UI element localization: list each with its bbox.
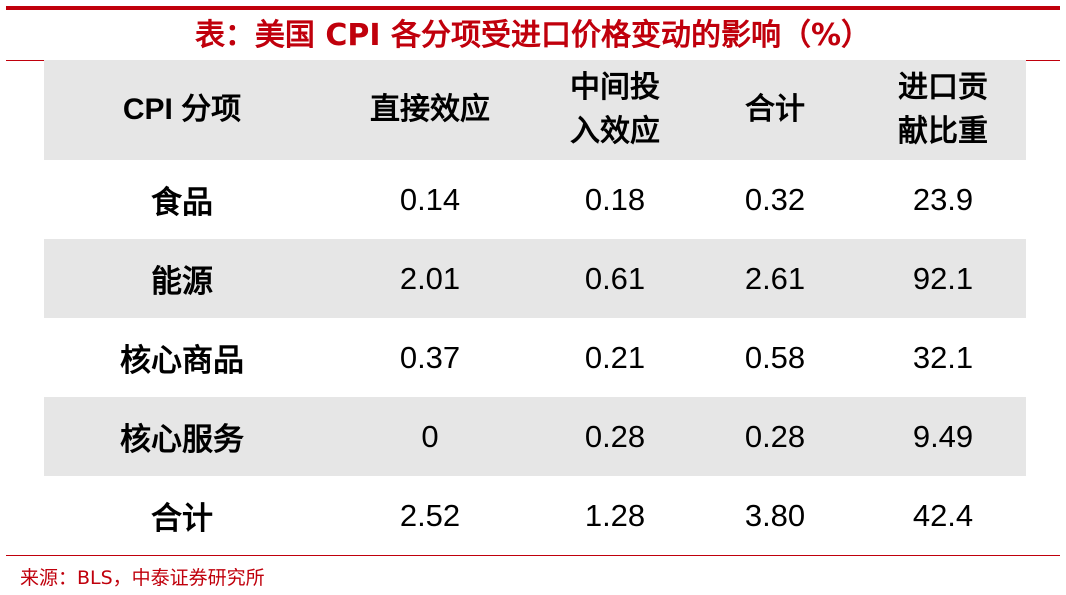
row-category: 核心服务 — [44, 397, 320, 476]
bottom-rule — [6, 555, 1060, 556]
table-row-core-services: 核心服务 0 0.28 0.28 9.49 — [44, 397, 1026, 476]
header-line: 进口贡 — [898, 70, 988, 105]
top-rule — [6, 6, 1060, 10]
table-row-energy: 能源 2.01 0.61 2.61 92.1 — [44, 239, 1026, 318]
source-note: 来源：BLS，中泰证券研究所 — [20, 567, 265, 589]
header-cell-intermediate: 中间投 入效应 — [540, 60, 690, 160]
header-cell-direct: 直接效应 — [320, 60, 540, 160]
row-category: 核心商品 — [120, 343, 244, 379]
table-title: 表：美国 CPI 各分项受进口价格变动的影响（%） — [194, 18, 872, 53]
cell-intermediate: 1.28 — [584, 497, 646, 533]
cell-total: 0.32 — [744, 181, 806, 217]
header-cell-total: 合计 — [690, 60, 860, 160]
row-category: 食品 — [151, 185, 213, 221]
header-line: 中间投 — [570, 70, 660, 105]
cell-direct: 0.14 — [399, 181, 461, 217]
header-cell-import-share: 进口贡 献比重 — [860, 60, 1026, 160]
cell-intermediate: 0.61 — [540, 239, 690, 318]
cell-intermediate: 0.18 — [584, 181, 646, 217]
table-row-food: 食品 0.14 0.18 0.32 23.9 — [44, 160, 1026, 239]
cell-import-share: 9.49 — [860, 397, 1026, 476]
cell-import-share: 32.1 — [912, 339, 974, 375]
cell-direct: 2.01 — [320, 239, 540, 318]
table-row-total: 合计 2.52 1.28 3.80 42.4 — [44, 476, 1026, 555]
header-line: 献比重 — [898, 114, 988, 149]
header-line: 直接效应 — [370, 92, 490, 127]
cell-import-share: 92.1 — [860, 239, 1026, 318]
header-row: CPI 分项 直接效应 中间投 入效应 合计 进口贡 献比重 — [44, 60, 1026, 160]
cell-total: 0.28 — [690, 397, 860, 476]
row-category: 能源 — [44, 239, 320, 318]
cell-direct: 0 — [320, 397, 540, 476]
cell-intermediate: 0.21 — [584, 339, 646, 375]
cell-total: 3.80 — [744, 497, 806, 533]
cell-intermediate: 0.28 — [540, 397, 690, 476]
cell-import-share: 23.9 — [912, 181, 974, 217]
table-row-core-goods: 核心商品 0.37 0.21 0.58 32.1 — [44, 318, 1026, 397]
cell-total: 2.61 — [690, 239, 860, 318]
cell-total: 0.58 — [744, 339, 806, 375]
cell-direct: 0.37 — [399, 339, 461, 375]
row-category: 合计 — [151, 501, 213, 537]
cell-import-share: 42.4 — [912, 497, 974, 533]
header-cell-category: CPI 分项 — [44, 60, 320, 160]
cell-direct: 2.52 — [399, 497, 461, 533]
header-line: 合计 — [745, 92, 805, 127]
header-line: 入效应 — [570, 114, 660, 149]
header-line: CPI 分项 — [122, 93, 242, 126]
data-table: CPI 分项 直接效应 中间投 入效应 合计 进口贡 献比重 食品 0.14 0… — [44, 60, 1026, 555]
